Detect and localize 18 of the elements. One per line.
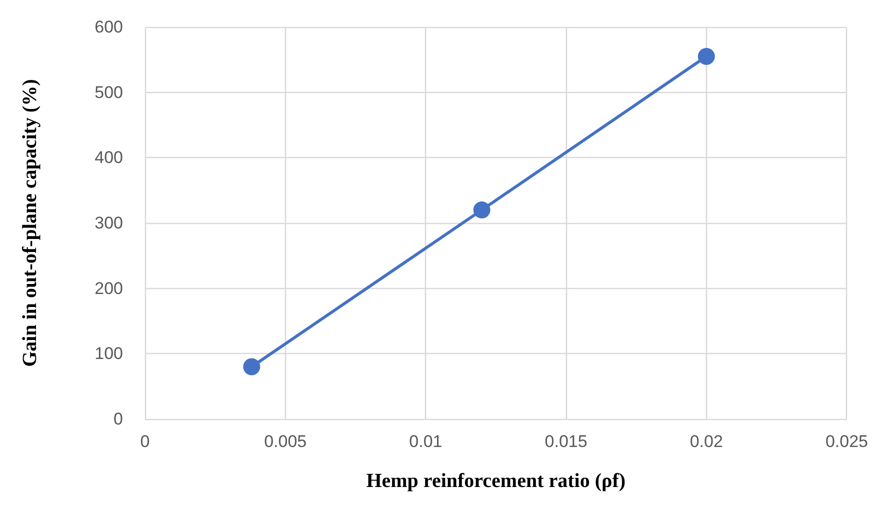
y-tick-label: 100 (94, 344, 123, 364)
y-axis-title: Gain in out-of-plane capacity (%) (19, 79, 41, 367)
x-tick-label: 0.025 (825, 432, 868, 451)
x-tick-label: 0.005 (264, 432, 307, 451)
point (243, 358, 260, 376)
x-tick-label: 0.015 (544, 432, 588, 451)
y-tick-label: 300 (94, 214, 123, 232)
y-tick-label: 200 (94, 278, 123, 298)
x-tick-label: 0.01 (409, 432, 442, 451)
x-tick-label: 0.02 (690, 432, 723, 451)
point (473, 201, 490, 218)
y-tick-label: 0 (114, 410, 123, 428)
point (698, 48, 715, 65)
x-tick-label: 0 (140, 432, 150, 451)
y-tick-label: 600 (94, 18, 123, 36)
y-tick-label: 500 (94, 82, 123, 102)
x-axis-title: Hemp reinforcement ratio (ρf) (366, 470, 626, 492)
y-tick-label: 400 (94, 148, 123, 168)
